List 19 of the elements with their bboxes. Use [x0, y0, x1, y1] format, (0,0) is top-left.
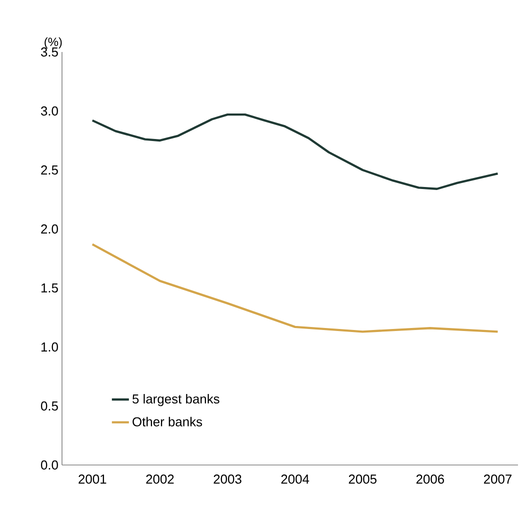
y-tick-label: 3.0	[40, 106, 58, 116]
x-tick-label: 2004	[281, 474, 310, 484]
x-tick-label: 2001	[78, 474, 106, 484]
y-tick-label: 2.5	[41, 165, 58, 175]
x-tick-label: 2002	[146, 474, 174, 484]
y-tick-label: 1.0	[41, 342, 58, 352]
x-tick-label: 2007	[484, 474, 512, 484]
x-tick-label: 2005	[348, 474, 376, 484]
y-tick-label: 3.5	[40, 47, 58, 57]
y-tick-label: 0.5	[40, 401, 58, 411]
y-tick-label: 1.5	[41, 283, 58, 293]
y-axis-title: (%)	[44, 37, 62, 48]
legend-label: 5 largest banks	[132, 394, 220, 406]
x-tick-label: 2006	[416, 474, 444, 484]
y-tick-label: 2.0	[41, 224, 58, 234]
legend-label: Other banks	[132, 416, 202, 426]
x-tick-label: 2003	[214, 474, 242, 484]
line-series	[91, 243, 499, 333]
y-tick-label: 0.0	[40, 460, 58, 470]
